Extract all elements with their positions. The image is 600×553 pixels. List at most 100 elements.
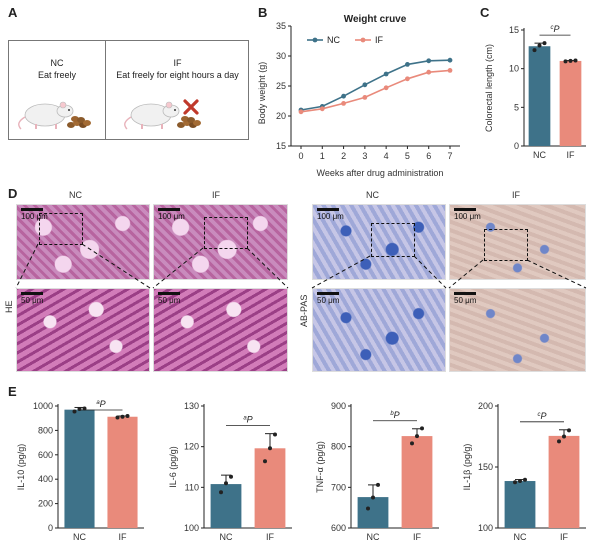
sample-point	[224, 481, 228, 486]
bar-if	[401, 436, 433, 528]
data-point	[426, 69, 432, 75]
col-label-ab-if: IF	[512, 190, 520, 200]
data-point	[426, 58, 432, 64]
if-group-desc: Eat freely for eight hours a day	[116, 70, 239, 80]
x-tick-label: NC	[533, 150, 546, 160]
y-tick-label: 20	[276, 111, 286, 121]
he-nc-lowmag: 100 μm	[16, 204, 150, 280]
scale-bar-label: 50 μm	[454, 296, 477, 305]
y-tick-label: 5	[514, 102, 519, 112]
y-tick-label: 200	[478, 401, 493, 411]
scale-bar-label: 50 μm	[317, 296, 340, 305]
sample-point	[563, 59, 568, 64]
food-pile-icon-if	[177, 116, 201, 128]
il10-chart: 0 200 400 600 800 1000 IL-10 (pg/g) NC IF aP	[16, 399, 144, 542]
panel-label-a: A	[8, 5, 18, 20]
data-point	[341, 101, 346, 106]
scale-bar-label: 50 μm	[21, 296, 44, 305]
data-point	[447, 68, 453, 73]
y-tick-label: 600	[331, 523, 346, 533]
x-tick-label: NC	[73, 532, 86, 542]
mouse-icon-nc	[18, 101, 74, 130]
y-tick-label: 110	[185, 482, 199, 492]
if-group-name: IF	[173, 58, 182, 68]
significance-label: bP	[390, 410, 399, 420]
sample-point	[120, 414, 125, 419]
feeding-schematic: NC Eat freely IF Eat freely for eight ho…	[8, 40, 249, 140]
panel-label-e: E	[8, 384, 17, 399]
sample-point	[273, 432, 277, 437]
sample-point	[415, 434, 419, 439]
data-point	[447, 57, 453, 63]
nc-group-name: NC	[50, 58, 64, 68]
panel-label-c: C	[480, 5, 490, 20]
y-tick-label: 900	[331, 401, 346, 411]
bar-if	[107, 416, 138, 528]
y-tick-label: 130	[184, 401, 199, 411]
sample-point	[568, 58, 573, 63]
y-tick-label: 400	[38, 474, 53, 484]
sample-point	[125, 414, 130, 419]
bar-if	[548, 435, 580, 528]
legend-label: IF	[375, 35, 384, 45]
sample-point	[557, 439, 561, 444]
he-if-lowmag: 100 μm	[153, 204, 288, 280]
x-tick-label: NC	[220, 532, 233, 542]
sample-point	[115, 415, 120, 420]
sample-point	[518, 479, 522, 484]
cross-icon	[183, 99, 199, 115]
y-axis-label: TNF-α (pg/g)	[315, 441, 325, 493]
il6-chart: 100 110 120 130 IL-6 (pg/g) NC IF aP	[168, 401, 292, 542]
scale-bar-label: 50 μm	[158, 296, 181, 305]
chart-b-ylabel: Body weight (g)	[257, 62, 267, 125]
significance-label: aP	[243, 415, 252, 425]
x-tick-label: IF	[413, 532, 422, 542]
y-tick-label: 200	[38, 499, 53, 509]
bar-nc	[357, 497, 389, 528]
y-tick-label: 15	[276, 141, 286, 151]
col-label-he-if: IF	[212, 190, 220, 200]
data-point	[383, 85, 389, 91]
sample-point	[371, 495, 375, 500]
data-point	[319, 106, 325, 112]
y-axis-label: IL-10 (pg/g)	[16, 444, 26, 491]
bar-nc	[210, 484, 242, 528]
if-group-text: IF Eat freely for eight hours a day	[106, 57, 249, 81]
ab-nc-lowmag: 100 μm	[312, 204, 446, 280]
sample-point	[420, 426, 424, 431]
significance-label: cP	[537, 411, 546, 421]
legend-marker	[360, 37, 366, 43]
sample-point	[567, 428, 571, 433]
x-tick-label: IF	[119, 532, 128, 542]
he-nc-highmag: 50 μm	[16, 288, 150, 372]
group-divider	[105, 41, 106, 139]
food-pile-icon-nc	[67, 116, 91, 128]
tnf-chart: 600 700 800 900 TNF-α (pg/g) NC IF bP	[315, 401, 439, 542]
x-tick-label: 2	[341, 151, 346, 161]
scale-bar-label: 100 μm	[317, 212, 344, 221]
y-tick-label: 25	[276, 81, 286, 91]
x-tick-label: 0	[298, 151, 303, 161]
y-tick-label: 100	[184, 523, 199, 533]
bar-if	[254, 448, 286, 528]
sample-point	[72, 409, 77, 414]
x-tick-label: IF	[266, 532, 275, 542]
y-tick-label: 10	[509, 64, 519, 74]
panel-label-d: D	[8, 186, 18, 201]
sample-point	[82, 406, 87, 411]
scale-bar-label: 100 μm	[454, 212, 481, 221]
col-label-he-nc: NC	[69, 190, 82, 200]
x-tick-label: NC	[514, 532, 527, 542]
panel-label-b: B	[258, 5, 268, 20]
bar-nc	[528, 46, 551, 146]
y-tick-label: 600	[38, 450, 53, 460]
chart-b-xlabel: Weeks after drug administration	[317, 168, 444, 178]
chart-b-title: Weight cruve	[344, 14, 407, 25]
colorectal-length-chart: 0 5 10 15 Colorectal length (cm) NC IF cP	[484, 24, 586, 160]
y-tick-label: 1000	[33, 401, 53, 411]
sample-point	[562, 434, 566, 439]
y-axis-label: IL-6 (pg/g)	[168, 446, 178, 488]
sample-point	[263, 459, 267, 464]
legend-label: NC	[327, 35, 340, 45]
